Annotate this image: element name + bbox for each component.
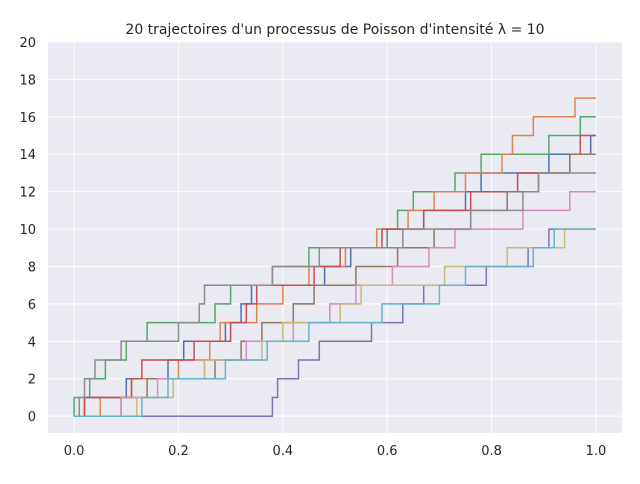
x-axis-ticks: 0.0 0.2 0.4 0.6 0.8 1.0 (64, 444, 607, 459)
x-tick-label: 0.4 (272, 444, 293, 459)
y-tick-label: 0 (28, 410, 36, 425)
y-tick-label: 18 (19, 73, 36, 88)
x-tick-label: 1.0 (586, 444, 607, 459)
y-tick-label: 8 (28, 260, 36, 275)
y-tick-label: 2 (28, 373, 36, 388)
x-tick-label: 0.2 (168, 444, 189, 459)
trajectory-line-5 (74, 228, 596, 417)
y-tick-label: 20 (19, 36, 36, 51)
x-tick-label: 0.6 (377, 444, 398, 459)
trajectory-line-3 (74, 97, 596, 417)
chart-title: 20 trajectoires d'un processus de Poisso… (125, 22, 544, 38)
y-tick-label: 16 (19, 111, 36, 126)
x-tick-label: 0.0 (64, 444, 85, 459)
plot-background (48, 42, 622, 433)
y-tick-label: 14 (19, 148, 36, 163)
series-layer (73, 97, 596, 417)
trajectory-line-8 (74, 172, 596, 417)
y-tick-label: 10 (19, 223, 36, 238)
y-tick-label: 4 (28, 335, 36, 350)
trajectory-line-4 (74, 134, 596, 417)
trajectory-line-1 (74, 134, 596, 417)
x-tick-label: 0.8 (481, 444, 502, 459)
trajectory-line-10 (74, 228, 596, 417)
y-tick-label: 6 (28, 298, 36, 313)
y-tick-label: 12 (19, 186, 36, 201)
y-axis-ticks: 0 2 4 6 8 10 12 14 16 18 20 (19, 36, 36, 425)
